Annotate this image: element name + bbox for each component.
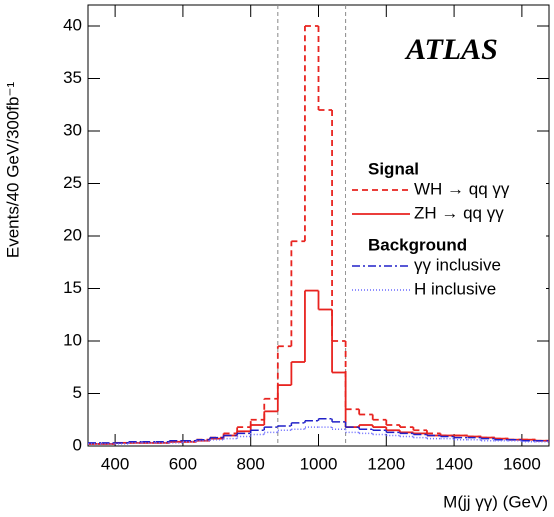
x-tick-label: 600 [169,454,197,473]
x-axis-label: M(jj γγ) (GeV) [443,492,548,511]
y-tick-label: 30 [63,120,82,139]
x-tick-label: 1000 [300,454,338,473]
y-tick-label: 5 [73,383,82,402]
legend-group: Background [368,235,467,254]
y-tick-label: 15 [63,278,82,297]
x-tick-label: 400 [101,454,129,473]
legend-label: γγ inclusive [414,255,501,274]
legend-group: Signal [368,159,419,178]
y-tick-label: 40 [63,15,82,34]
y-axis-label: Events/40 GeV/300fb⁻¹ [3,82,22,259]
y-tick-label: 35 [63,68,82,87]
x-tick-label: 1600 [503,454,541,473]
x-tick-label: 800 [237,454,265,473]
y-tick-label: 10 [63,330,82,349]
legend-label: WH → qq γγ [414,179,510,198]
x-tick-label: 1200 [367,454,405,473]
y-tick-label: 20 [63,225,82,244]
annotation: ATLAS [404,33,498,66]
y-tick-label: 0 [73,435,82,454]
legend-label: H inclusive [414,279,496,298]
x-tick-label: 1400 [435,454,473,473]
legend-box [346,155,546,305]
y-tick-label: 25 [63,173,82,192]
legend-label: ZH → qq γγ [414,203,504,222]
